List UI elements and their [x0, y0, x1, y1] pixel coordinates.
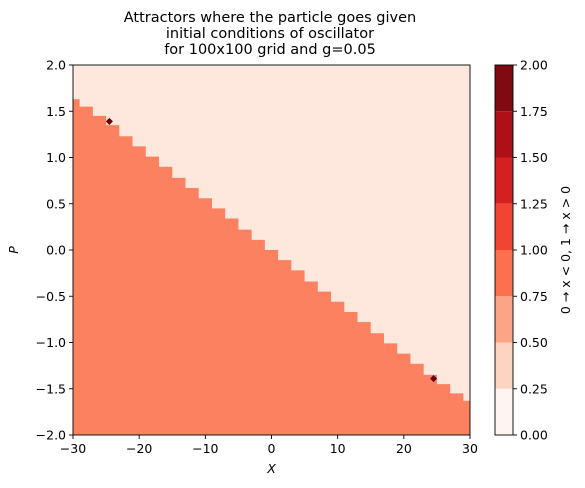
y-tick-label: 0.5: [46, 196, 66, 211]
colorbar-segment: [495, 111, 513, 158]
attractor-point: [105, 117, 113, 125]
chart-title: Attractors where the particle goes given…: [124, 10, 416, 58]
x-tick-label: 20: [396, 441, 412, 456]
y-tick-label: 1.5: [46, 104, 66, 119]
y-tick-label: 2.0: [46, 58, 66, 73]
plot-area: [72, 64, 471, 436]
colorbar-tick-label: 1.00: [520, 243, 548, 258]
colorbar-segment: [495, 250, 513, 297]
colorbar-tick-label: 1.25: [520, 196, 548, 211]
x-tick-label: 10: [330, 441, 346, 456]
y-axis: −2.0 −1.5 −1.0 −0.5 0.0 0.5 1.0 1.5 2.0 P: [6, 58, 73, 443]
region-below: [73, 99, 470, 435]
y-tick-label: −1.0: [36, 335, 66, 350]
x-axis: −30 −20 −10 0 10 20 30 X: [60, 435, 478, 476]
colorbar-tick-label: 0.25: [520, 381, 548, 396]
x-tick-label: −10: [192, 441, 218, 456]
x-tick-label: 0: [268, 441, 276, 456]
x-axis-label: X: [266, 461, 276, 476]
x-tick-label: −30: [60, 441, 86, 456]
colorbar-segment: [495, 203, 513, 250]
x-tick-label: 30: [462, 441, 478, 456]
colorbar-tick-label: 0.50: [520, 335, 548, 350]
x-tick-label: −20: [126, 441, 152, 456]
colorbar-segment: [495, 388, 513, 435]
title-line: Attractors where the particle goes given: [124, 10, 416, 26]
colorbar: 0.00 0.25 0.50 0.75 1.00 1.25 1.50 1.75 2.00 0 → …: [494, 58, 573, 443]
colorbar-segment: [495, 296, 513, 343]
y-tick-label: 1.0: [46, 150, 66, 165]
colorbar-tick-label: 1.50: [520, 150, 548, 165]
attractor-point: [430, 375, 438, 383]
colorbar-tick-label: 0.75: [520, 289, 548, 304]
colorbar-segment: [495, 65, 513, 112]
colorbar-segment: [495, 157, 513, 204]
y-tick-label: −1.5: [36, 381, 66, 396]
y-tick-label: 0.0: [46, 243, 66, 258]
colorbar-tick-label: 0.00: [520, 428, 548, 443]
y-tick-label: −0.5: [36, 289, 66, 304]
y-axis-label: P: [6, 246, 21, 254]
title-line: for 100x100 grid and g=0.05: [164, 42, 376, 58]
y-tick-label: −2.0: [36, 428, 66, 443]
colorbar-tick-label: 2.00: [520, 58, 548, 73]
colorbar-tick-label: 1.75: [520, 104, 548, 119]
colorbar-segment: [495, 342, 513, 389]
title-line: initial conditions of oscillator: [166, 26, 374, 42]
colorbar-label: 0 → x < 0, 1 → x > 0: [558, 186, 573, 314]
